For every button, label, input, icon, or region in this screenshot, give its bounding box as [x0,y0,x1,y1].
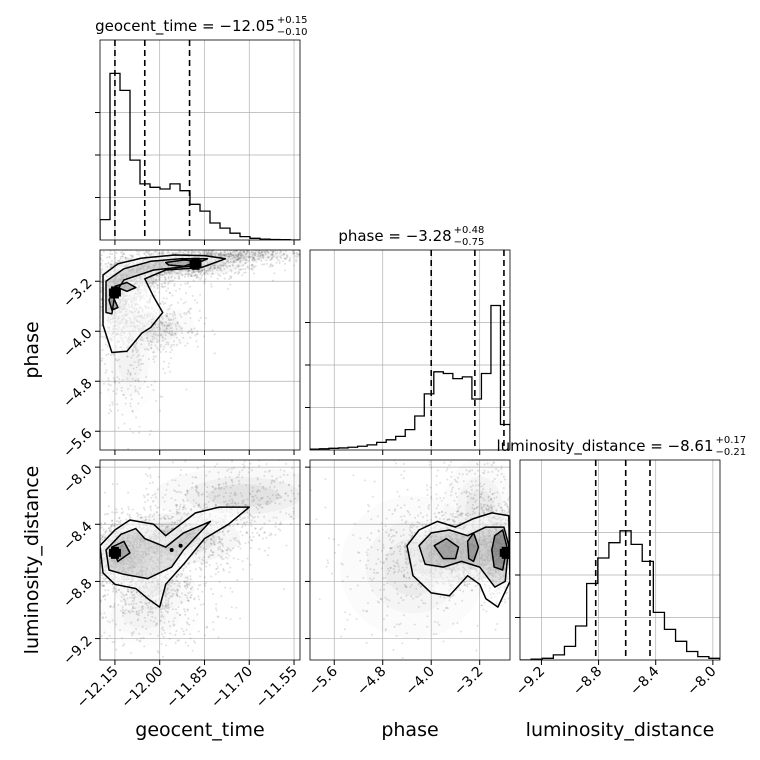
contour-dot [178,543,183,548]
hist-title-luminosity_distance: luminosity_distance = −8.61 +0.17−0.21 [496,435,746,458]
hist-frame-geocent_time [99,39,301,241]
hist-title-sup: +0.15 [277,15,308,26]
x-tick-label-geocent_time: −12.15 [74,664,122,712]
contour-2 [433,537,460,560]
hist-title-text: geocent_time = −12.05 [95,17,275,36]
contour-0 [100,506,251,608]
x-tick-label-geocent_time: −12.00 [119,664,167,712]
contour-3 [114,281,137,293]
scatter-frame-geocent_time-luminosity_distance [99,459,301,661]
hist-title-sub: −0.10 [277,27,308,38]
hist-panel-phase [310,250,510,450]
y-tick-label-luminosity_distance: −8.8 [60,576,95,611]
x-axis-label-luminosity_distance: luminosity_distance [526,719,715,741]
x-tick-label-phase: −4.8 [354,664,389,699]
x-tick-label-luminosity_distance: −8.4 [627,663,662,698]
scatter-panel-geocent_time-luminosity_distance [100,460,300,660]
density-peak [499,548,510,557]
scatter-frame-phase-luminosity_distance [309,459,511,661]
y-tick-label-luminosity_distance: −8.0 [60,461,95,496]
y-tick-label-phase: −3.2 [60,276,95,311]
y-tick-label-luminosity_distance: −9.2 [60,633,95,668]
x-tick-label-luminosity_distance: −8.8 [570,664,605,699]
scatter-frame-geocent_time-phase [99,249,301,451]
y-axis-label-luminosity_distance: luminosity_distance [21,466,43,655]
contour-dot [169,548,174,552]
hist-title-text: phase = −3.28 [338,227,451,245]
scatter-panel-phase-luminosity_distance [310,460,510,660]
contour-0 [102,254,227,354]
hist-panel-geocent_time [100,40,300,240]
hist-frame-luminosity_distance [519,459,721,661]
x-axis-label-phase: phase [381,719,438,741]
x-tick-label-geocent_time: −11.70 [208,664,256,712]
scatter-panel-geocent_time-phase [100,250,300,450]
y-tick-label-phase: −5.6 [60,426,95,461]
x-tick-label-geocent_time: −11.55 [253,664,301,712]
hist-step-phase [310,304,510,450]
hist-step-geocent_time [100,72,300,240]
y-tick-label-phase: −4.0 [60,326,95,361]
density-shade [207,484,280,508]
contour-1 [105,258,209,315]
hist-title-sub: −0.21 [716,447,747,458]
y-axis-label-phase: phase [21,321,43,378]
density-peak [189,259,202,268]
hist-step-luminosity_distance [520,530,720,660]
sample-points [100,250,300,450]
x-tick-label-phase: −5.6 [306,663,341,698]
x-tick-label-luminosity_distance: −8.0 [684,664,719,699]
hist-title-sup: +0.48 [454,225,485,236]
x-tick-label-geocent_time: −11.85 [163,664,211,712]
y-tick-label-phase: −4.8 [60,376,95,411]
density-shade [219,252,268,258]
density-peak [108,548,121,557]
hist-frame-phase [309,249,511,451]
contour-4 [491,529,508,571]
hist-title-sub: −0.75 [454,237,485,248]
x-tick-label-phase: −3.2 [451,664,486,699]
hist-title-geocent_time: geocent_time = −12.05 +0.15−0.10 [95,15,307,38]
contour-1 [105,520,212,580]
hist-title-phase: phase = −3.28 +0.48−0.75 [338,225,484,248]
contour-3 [466,532,480,563]
x-tick-label-luminosity_distance: −9.2 [513,664,548,699]
hist-title-text: luminosity_distance = −8.61 [496,437,713,456]
x-axis-label-geocent_time: geocent_time [135,719,264,741]
hist-panel-luminosity_distance [520,460,720,660]
contour-0 [406,512,510,608]
hist-title-sup: +0.17 [716,435,747,446]
density-peak [108,288,121,297]
x-tick-label-phase: −4.0 [403,664,438,699]
y-tick-label-luminosity_distance: −8.4 [60,519,95,554]
